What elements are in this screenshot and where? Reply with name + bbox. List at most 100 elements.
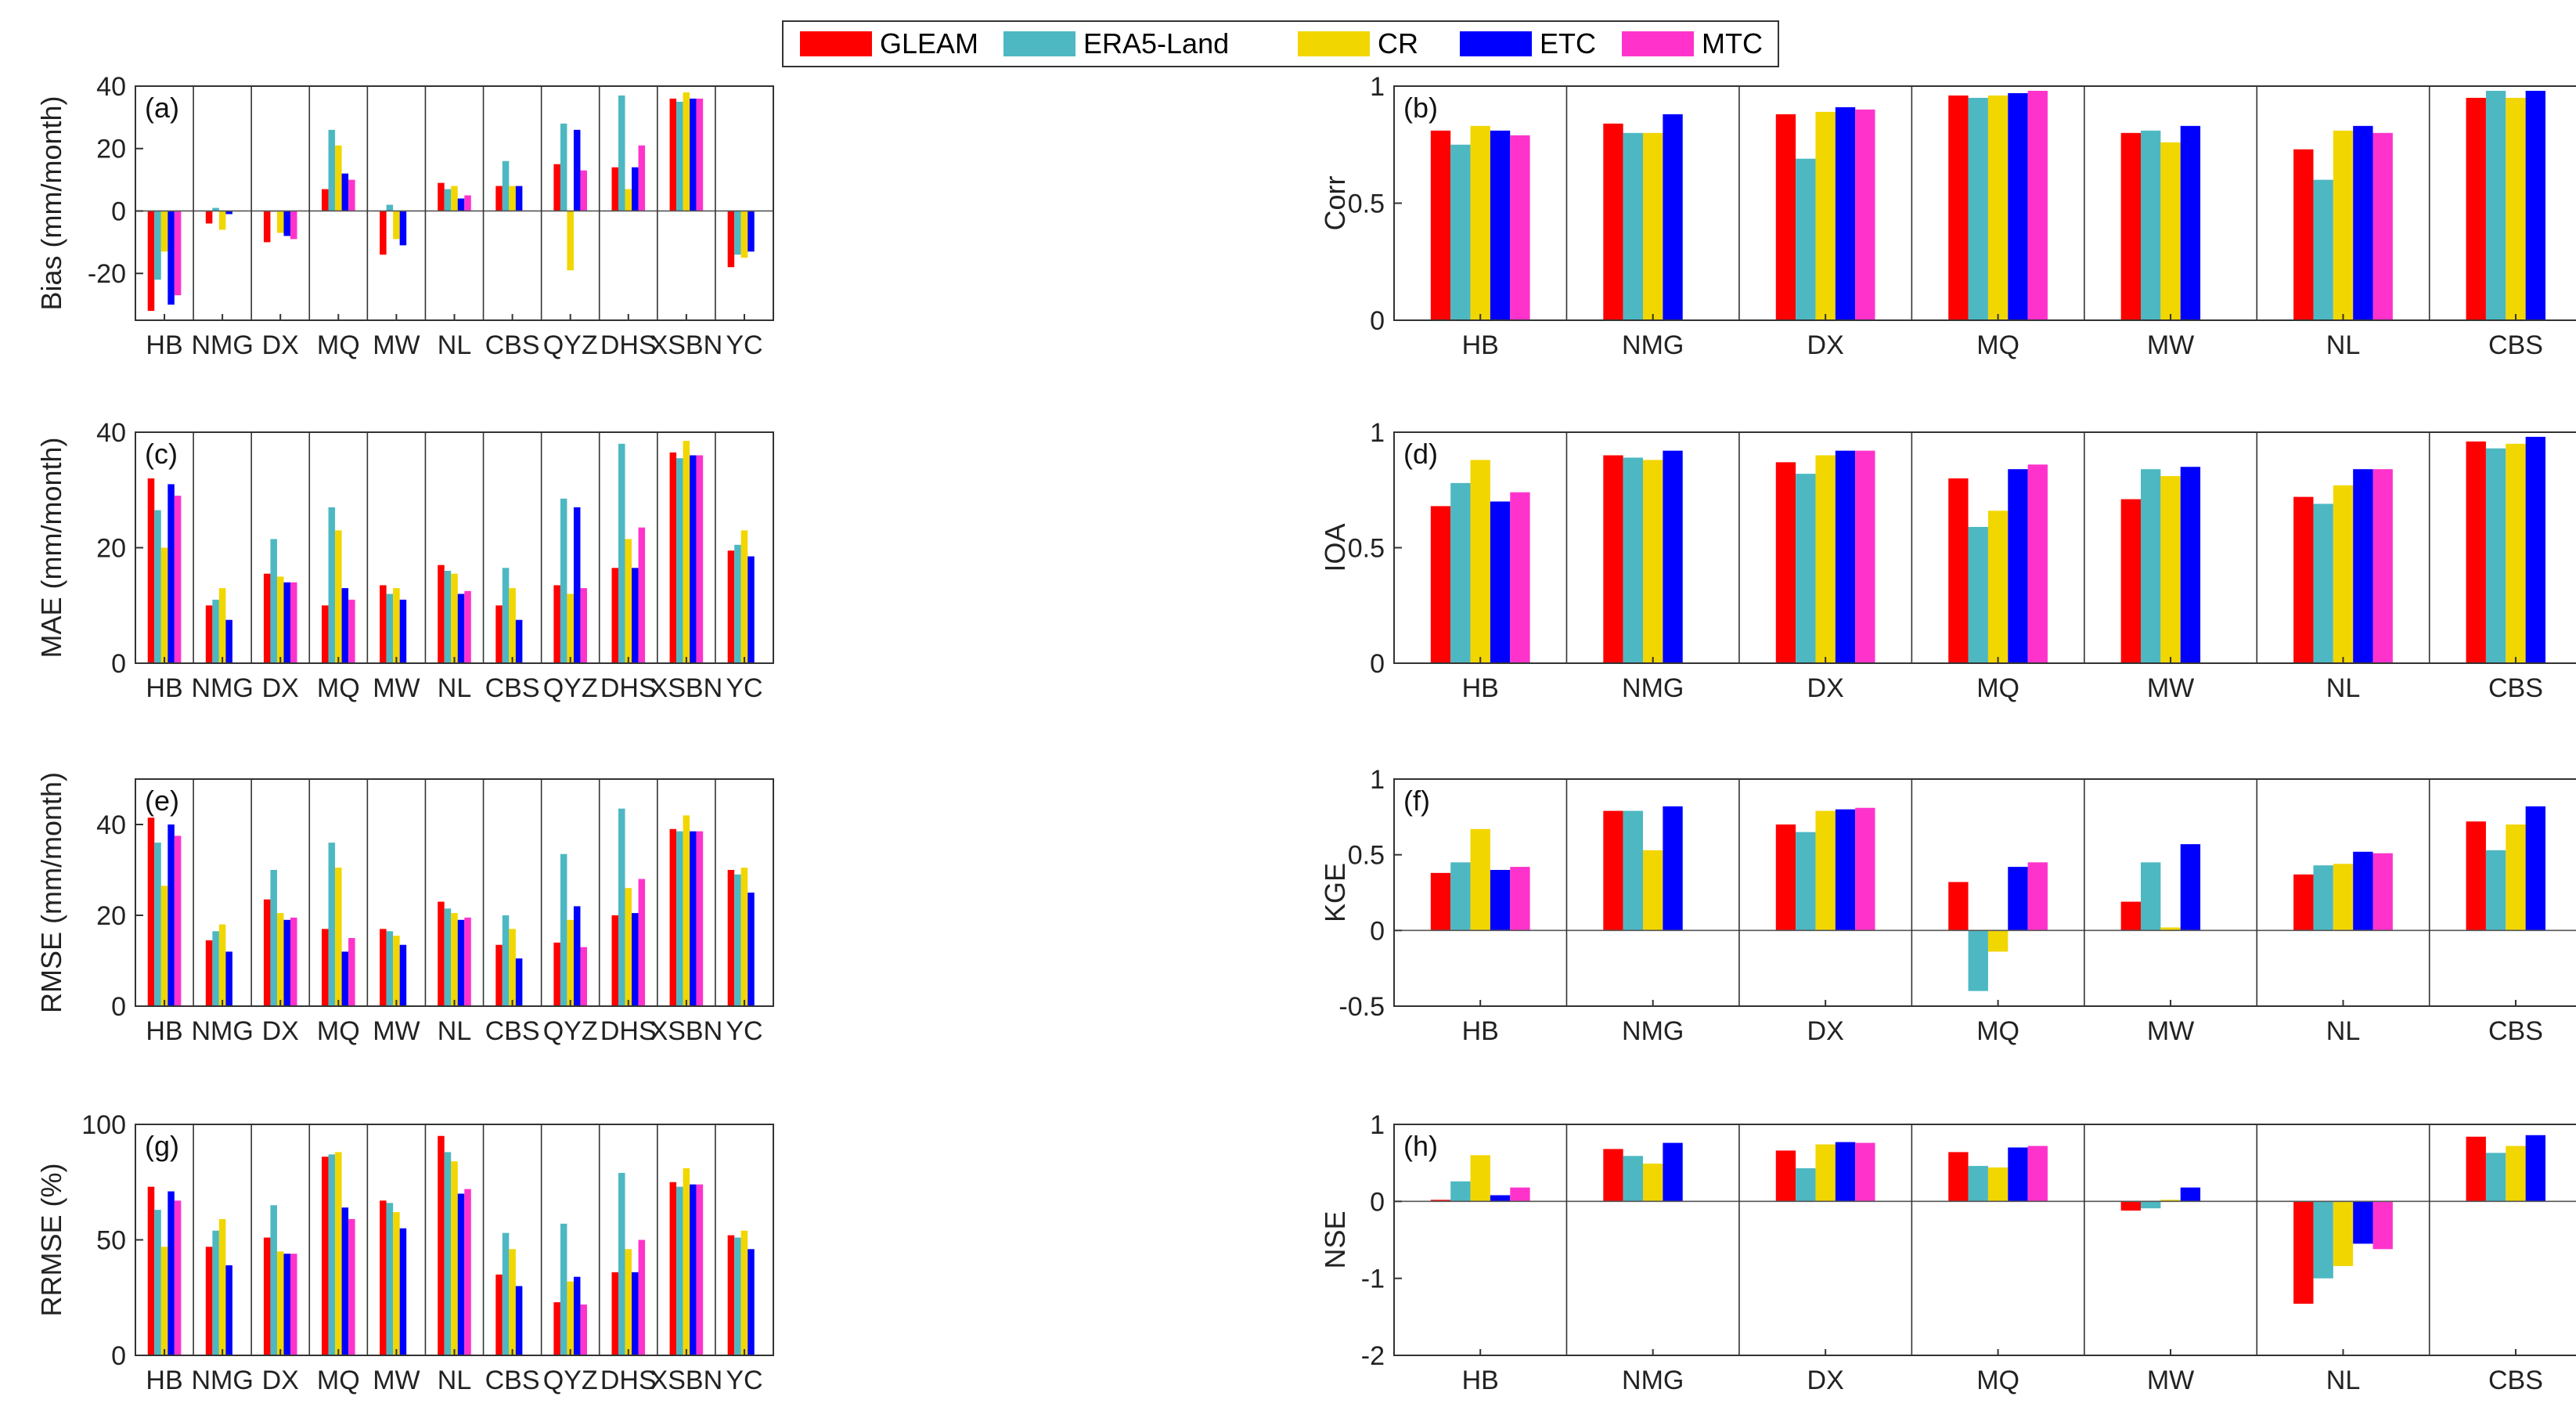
bar-era5-land-hb bbox=[154, 1210, 161, 1355]
bar-gleam-nl bbox=[438, 565, 445, 664]
bar-etc-cbs bbox=[515, 958, 523, 1006]
panel-label: (a) bbox=[145, 92, 179, 124]
bar-mtc-qyz bbox=[580, 170, 587, 211]
bar-mtc-dx bbox=[290, 211, 297, 240]
bar-etc-nmg bbox=[1663, 1142, 1683, 1202]
bar-etc-dx bbox=[1835, 1142, 1856, 1202]
bar-etc-mq bbox=[341, 1207, 349, 1355]
x-tick-label: YC bbox=[726, 1016, 762, 1046]
x-tick-label: HB bbox=[146, 1016, 182, 1046]
bar-era5-land-yc bbox=[734, 211, 741, 255]
bar-gleam-xsbn bbox=[669, 828, 677, 1006]
bar-era5-land-hb bbox=[154, 843, 161, 1006]
bar-etc-mw bbox=[2180, 1187, 2201, 1202]
bar-etc-yc bbox=[748, 893, 755, 1006]
bar-gleam-nl bbox=[438, 901, 445, 1006]
bar-etc-mq bbox=[2008, 469, 2028, 663]
x-tick-label: DX bbox=[262, 1366, 299, 1395]
bar-cr-hb bbox=[160, 1247, 168, 1355]
y-tick-label: 0.5 bbox=[1348, 189, 1385, 219]
bar-gleam-nmg bbox=[205, 211, 213, 224]
bar-etc-cbs bbox=[515, 619, 523, 663]
bar-cr-nmg bbox=[1643, 460, 1663, 663]
panel-label: (d) bbox=[1403, 438, 1438, 470]
bar-mtc-dx bbox=[1855, 450, 1875, 663]
bar-cr-mw bbox=[2160, 142, 2181, 320]
bar-etc-qyz bbox=[573, 1276, 581, 1355]
bar-era5-land-yc bbox=[734, 544, 741, 663]
bar-etc-hb bbox=[1490, 130, 1511, 320]
bar-era5-land-mw bbox=[2141, 862, 2161, 931]
bar-era5-land-nl bbox=[444, 908, 452, 1006]
bar-cr-nl bbox=[2333, 485, 2354, 663]
bar-cr-nl bbox=[2333, 864, 2354, 931]
bar-gleam-hb bbox=[1430, 1200, 1451, 1202]
bar-cr-cbs bbox=[2506, 443, 2526, 663]
x-tick-label: XSBN bbox=[650, 1366, 723, 1395]
bar-gleam-mq bbox=[1948, 95, 1969, 321]
y-tick-label: 1 bbox=[1370, 765, 1385, 795]
bar-gleam-dx bbox=[263, 1237, 271, 1355]
y-tick-label: 0 bbox=[111, 1341, 126, 1371]
x-tick-label: CBS bbox=[485, 673, 540, 703]
x-tick-label: MW bbox=[2147, 1366, 2194, 1395]
bar-era5-land-dx bbox=[270, 870, 277, 1006]
bar-etc-dx bbox=[1835, 809, 1856, 931]
y-tick-label: 0.5 bbox=[1348, 841, 1385, 871]
bar-etc-mw bbox=[2180, 125, 2201, 320]
bar-mtc-hb bbox=[1510, 867, 1530, 931]
bar-etc-cbs bbox=[515, 1286, 523, 1355]
bar-mtc-dx bbox=[290, 917, 297, 1006]
bar-gleam-nmg bbox=[205, 940, 213, 1006]
x-tick-label: NL bbox=[438, 673, 471, 703]
bar-gleam-nl bbox=[2293, 874, 2314, 931]
bar-cr-nl bbox=[451, 1161, 458, 1355]
bar-cr-yc bbox=[740, 1230, 748, 1355]
x-tick-label: MQ bbox=[1976, 330, 2019, 360]
x-tick-label: YC bbox=[726, 330, 762, 360]
bar-etc-nmg bbox=[1663, 806, 1683, 931]
bar-gleam-cbs bbox=[2466, 441, 2486, 663]
x-tick-label: NMG bbox=[1622, 1016, 1684, 1046]
bar-cr-cbs bbox=[509, 1249, 516, 1355]
bar-etc-dx bbox=[1835, 106, 1856, 320]
bar-etc-qyz bbox=[573, 129, 581, 211]
y-tick-label: 40 bbox=[96, 418, 126, 448]
bar-mtc-xsbn bbox=[696, 455, 704, 663]
y-axis-label: KGE bbox=[1319, 863, 1351, 922]
y-tick-label: 0.5 bbox=[1348, 534, 1385, 564]
x-tick-label: MW bbox=[373, 673, 420, 703]
bar-etc-nmg bbox=[1663, 450, 1683, 663]
bar-cr-qyz bbox=[567, 211, 574, 271]
bar-cr-dx bbox=[1815, 1144, 1836, 1202]
bar-mtc-nl bbox=[464, 590, 471, 663]
y-tick-label: 50 bbox=[96, 1226, 126, 1256]
x-tick-label: XSBN bbox=[650, 330, 723, 360]
bar-etc-nl bbox=[2353, 851, 2373, 931]
y-tick-label: 1 bbox=[1370, 72, 1385, 102]
bar-cr-nmg bbox=[1643, 850, 1663, 931]
x-tick-label: YC bbox=[726, 1366, 762, 1395]
y-axis-label: IOA bbox=[1319, 523, 1351, 572]
x-tick-label: CBS bbox=[485, 330, 540, 360]
bar-etc-hb bbox=[168, 1191, 175, 1355]
x-tick-label: HB bbox=[1462, 1366, 1499, 1395]
x-tick-label: HB bbox=[146, 1366, 182, 1395]
bar-gleam-nl bbox=[438, 182, 445, 211]
bar-era5-land-nl bbox=[2313, 503, 2333, 663]
bar-etc-hb bbox=[1490, 870, 1511, 931]
bar-cr-dx bbox=[1815, 810, 1836, 931]
bar-era5-land-cbs bbox=[2485, 90, 2506, 320]
bar-gleam-mq bbox=[322, 189, 329, 211]
bar-gleam-hb bbox=[1430, 872, 1451, 931]
bar-etc-dx bbox=[1835, 450, 1856, 663]
x-tick-label: MW bbox=[2147, 673, 2194, 703]
bar-era5-land-nl bbox=[444, 1152, 452, 1355]
bar-cr-qyz bbox=[567, 594, 574, 663]
panel-h: -2-101HBNMGDXMQMWNLCBSQYZDHSXSBNYC(h)NSE bbox=[1319, 1110, 2576, 1395]
bar-etc-cbs bbox=[2525, 436, 2545, 663]
y-tick-label: -2 bbox=[1361, 1341, 1385, 1371]
bar-era5-land-nl bbox=[444, 571, 452, 663]
